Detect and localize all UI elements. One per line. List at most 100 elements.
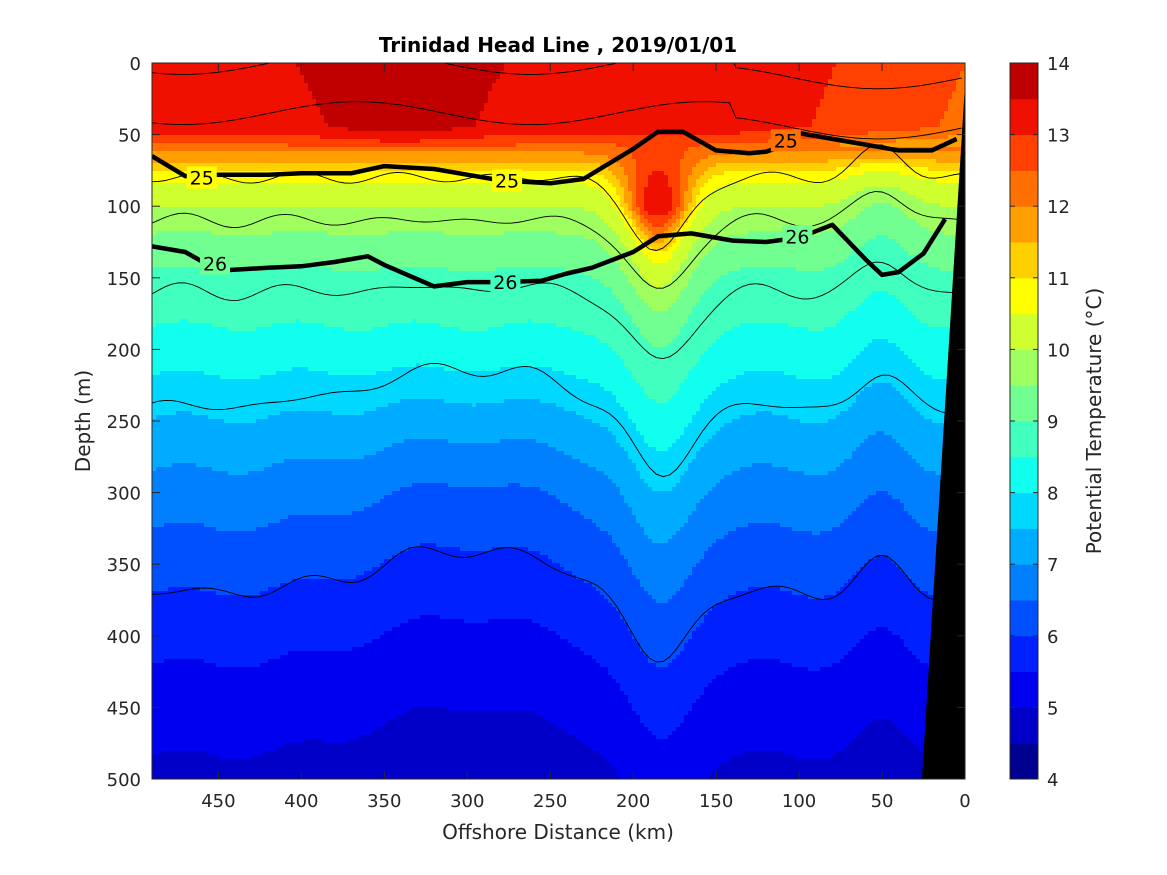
contour-cell: [372, 71, 377, 76]
contour-cell: [376, 91, 381, 96]
contour-cell: [348, 131, 353, 136]
contour-cell: [260, 87, 265, 92]
contour-cell: [352, 119, 357, 124]
contour-cell: [644, 87, 649, 92]
contour-cell: [624, 127, 629, 132]
contour-cell: [592, 131, 597, 136]
contour-cell: [412, 131, 417, 136]
contour-cell: [216, 91, 221, 96]
contour-cell: [500, 63, 505, 68]
contour-cell: [496, 111, 501, 116]
contour-cell: [376, 67, 381, 72]
contour-cell: [456, 135, 461, 140]
contour-cell: [948, 119, 953, 124]
contour-cell: [956, 67, 961, 72]
contour-cell: [568, 111, 573, 116]
contour-cell: [680, 87, 685, 92]
contour-cell: [192, 111, 197, 116]
contour-cell: [852, 115, 857, 120]
contour-cell: [896, 91, 901, 96]
contour-cell: [588, 131, 593, 136]
contour-cell: [720, 103, 725, 108]
contour-cell: [360, 91, 365, 96]
contour-cell: [828, 95, 833, 100]
contour-cell: [312, 91, 317, 96]
contour-cell: [412, 115, 417, 120]
contour-cell: [868, 119, 873, 124]
contour-cell: [280, 91, 285, 96]
contour-cell: [232, 99, 237, 104]
contour-cell: [716, 127, 721, 132]
contour-cell: [768, 95, 773, 100]
contour-cell: [168, 139, 173, 144]
contour-cell: [800, 103, 805, 108]
contour-cell: [256, 99, 261, 104]
contour-cell: [508, 79, 513, 84]
contour-cell: [760, 75, 765, 80]
contour-cell: [320, 115, 325, 120]
contour-cell: [332, 75, 337, 80]
contour-cell: [824, 123, 829, 128]
contour-cell: [792, 83, 797, 88]
contour-cell: [600, 135, 605, 140]
contour-cell: [184, 79, 189, 84]
contour-cell: [928, 135, 933, 140]
contour-cell: [180, 83, 185, 88]
contour-cell: [396, 119, 401, 124]
contour-cell: [652, 83, 657, 88]
contour-cell: [264, 87, 269, 92]
contour-cell: [352, 131, 357, 136]
contour-cell: [184, 83, 189, 88]
contour-cell: [428, 115, 433, 120]
contour-cell: [892, 99, 897, 104]
contour-cell: [896, 79, 901, 84]
contour-cell: [444, 115, 449, 120]
contour-cell: [924, 99, 929, 104]
contour-cell: [472, 103, 477, 108]
contour-cell: [240, 79, 245, 84]
contour-cell: [860, 103, 865, 108]
contour-cell: [764, 115, 769, 120]
contour-cell: [552, 111, 557, 116]
contour-cell: [532, 63, 537, 68]
contour-cell: [184, 135, 189, 140]
contour-cell: [800, 111, 805, 116]
contour-cell: [948, 115, 953, 120]
contour-cell: [796, 83, 801, 88]
contour-cell: [176, 115, 181, 120]
contour-cell: [916, 87, 921, 92]
contour-cell: [392, 75, 397, 80]
contour-cell: [272, 123, 277, 128]
contour-cell: [636, 111, 641, 116]
contour-cell: [548, 95, 553, 100]
contour-cell: [660, 123, 665, 128]
contour-cell: [536, 131, 541, 136]
contour-cell: [608, 91, 613, 96]
contour-cell: [552, 135, 557, 140]
contour-cell: [744, 135, 749, 140]
contour-cell: [832, 111, 837, 116]
contour-cell: [612, 71, 617, 76]
contour-cell: [944, 135, 949, 140]
contour-cell: [872, 67, 877, 72]
contour-cell: [480, 71, 485, 76]
contour-cell: [936, 83, 941, 88]
contour-cell: [872, 79, 877, 84]
contour-cell: [576, 87, 581, 92]
contour-cell: [184, 107, 189, 112]
contour-cell: [372, 67, 377, 72]
contour-cell: [484, 99, 489, 104]
contour-cell: [888, 115, 893, 120]
contour-cell: [700, 131, 705, 136]
contour-cell: [332, 83, 337, 88]
contour-cell: [604, 83, 609, 88]
contour-cell: [496, 71, 501, 76]
contour-cell: [684, 95, 689, 100]
contour-cell: [764, 87, 769, 92]
contour-cell: [572, 99, 577, 104]
contour-cell: [464, 71, 469, 76]
contour-cell: [400, 79, 405, 84]
contour-cell: [284, 71, 289, 76]
contour-cell: [628, 75, 633, 80]
contour-cell: [664, 135, 669, 140]
